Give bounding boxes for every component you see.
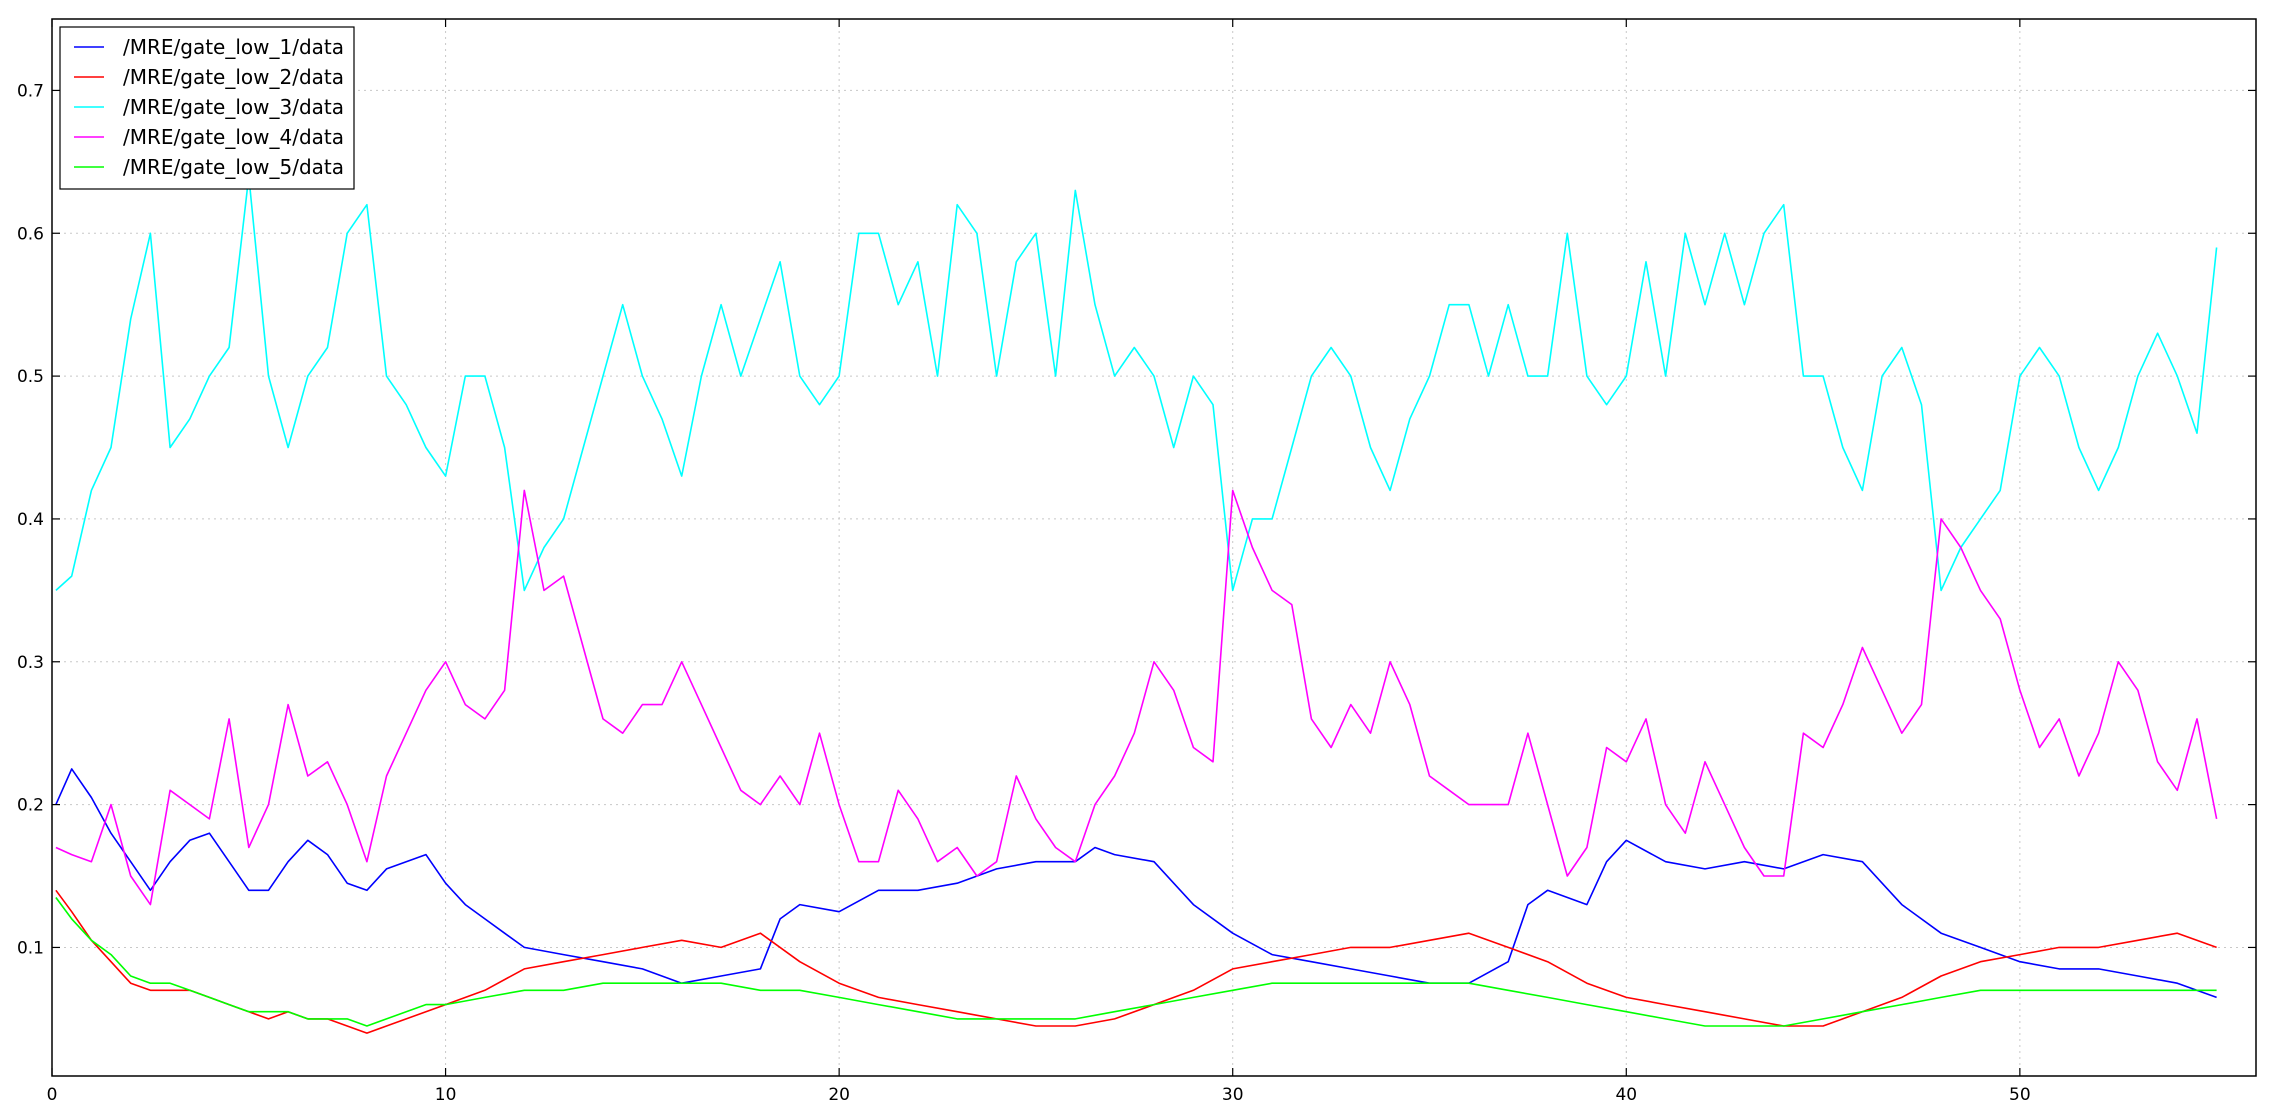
y-tick-label: 0.3 xyxy=(17,653,44,673)
legend-box xyxy=(59,26,355,190)
legend-label-5: /MRE/gate_low_5/data xyxy=(123,155,344,179)
y-tick-label: 0.5 xyxy=(17,367,44,387)
legend-label-3: /MRE/gate_low_3/data xyxy=(123,95,344,119)
y-tick-label: 0.2 xyxy=(17,796,44,816)
grid-lines xyxy=(52,19,2256,1076)
y-tick-label: 0.4 xyxy=(17,510,44,530)
series-line-2 xyxy=(55,889,2217,1034)
x-tick-label: 50 xyxy=(2009,1085,2031,1105)
legend-label-4: /MRE/gate_low_4/data xyxy=(123,125,344,149)
legend-label-2: /MRE/gate_low_2/data xyxy=(123,65,344,89)
y-tick-label: 0.1 xyxy=(17,938,44,958)
data-series xyxy=(55,175,2218,1034)
legend: /MRE/gate_low_1/data/MRE/gate_low_2/data… xyxy=(59,26,355,190)
legend-label-1: /MRE/gate_low_1/data xyxy=(123,35,344,59)
axis-ticks: 0 10 20 30 40 50 0.1 0.2 0.3 0.4 0.5 0.6 0.7 xyxy=(17,19,2256,1105)
x-tick-label: 30 xyxy=(1222,1085,1244,1105)
x-tick-label: 20 xyxy=(828,1085,850,1105)
x-tick-label: 0 xyxy=(47,1085,58,1105)
series-line-1 xyxy=(55,768,2217,999)
plot-frame xyxy=(51,18,2257,1077)
x-tick-label: 40 xyxy=(1615,1085,1637,1105)
series-line-5 xyxy=(55,897,2217,1027)
series-line-3 xyxy=(55,175,2218,592)
y-tick-label: 0.7 xyxy=(17,81,44,101)
series-line-4 xyxy=(55,489,2218,906)
y-tick-label: 0.6 xyxy=(17,224,44,244)
x-tick-label: 10 xyxy=(435,1085,457,1105)
